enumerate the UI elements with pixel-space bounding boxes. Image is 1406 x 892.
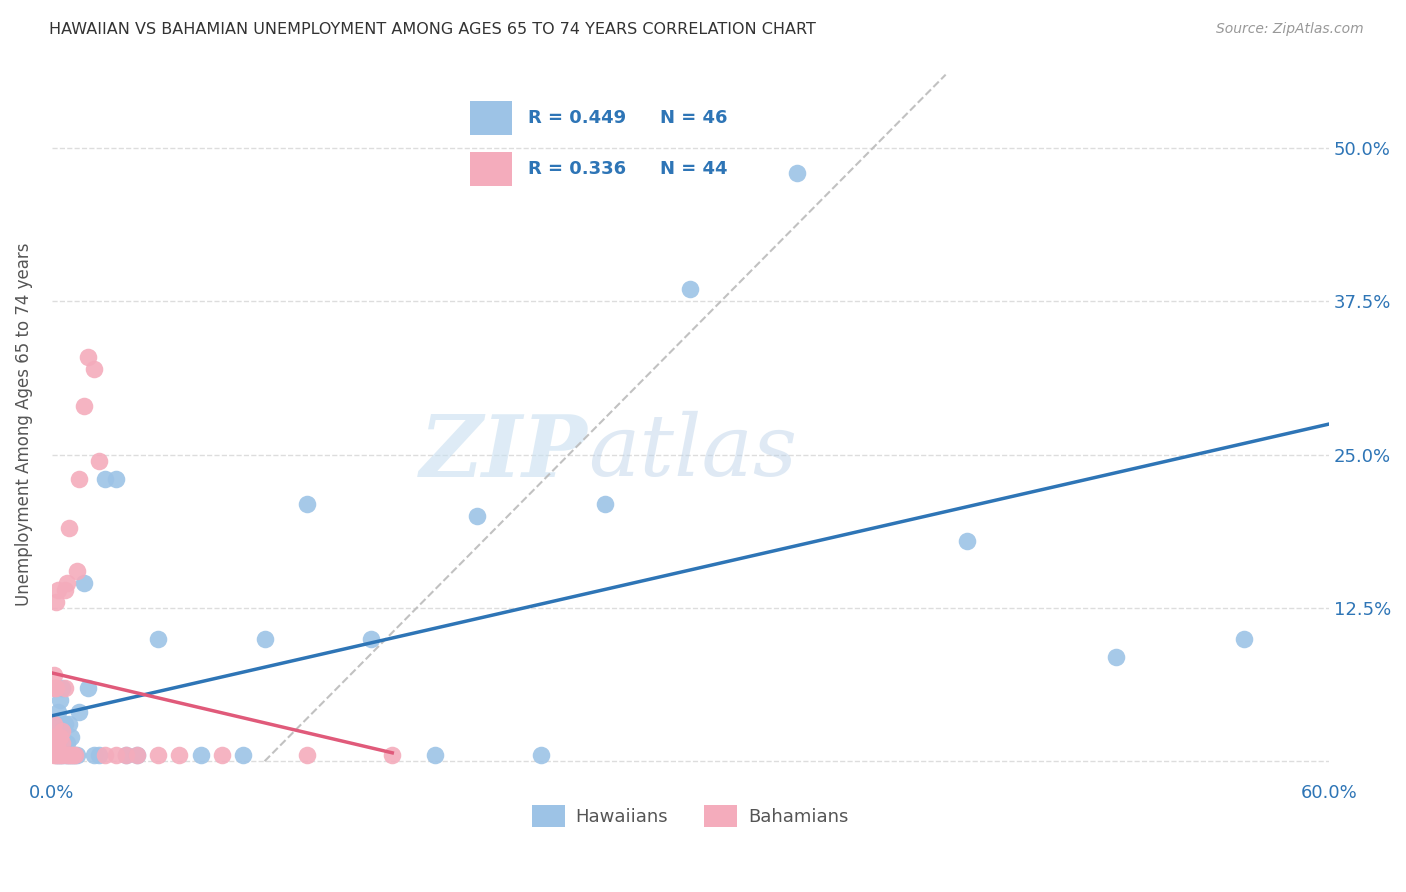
- Point: [59, 748, 82, 763]
- Point: [94, 748, 117, 763]
- Point: [58, 748, 80, 763]
- Point: [53, 582, 76, 597]
- Point: [42, 748, 65, 763]
- Point: [66, 564, 89, 578]
- Point: [45, 736, 67, 750]
- Text: ZIP: ZIP: [420, 410, 588, 494]
- Point: [253, 632, 276, 646]
- Point: [46, 742, 69, 756]
- Point: [45, 748, 67, 763]
- Point: [146, 632, 169, 646]
- Point: [46, 748, 69, 763]
- Point: [51, 681, 73, 695]
- Point: [49, 748, 72, 763]
- Point: [73, 576, 96, 591]
- Point: [530, 748, 553, 763]
- Point: [295, 748, 318, 763]
- Point: [42, 742, 65, 756]
- Point: [115, 748, 138, 763]
- Point: [42, 730, 65, 744]
- Point: [190, 748, 212, 763]
- Point: [125, 748, 148, 763]
- Point: [49, 693, 72, 707]
- Text: Source: ZipAtlas.com: Source: ZipAtlas.com: [1216, 22, 1364, 37]
- Point: [58, 717, 80, 731]
- Point: [67, 705, 90, 719]
- Point: [423, 748, 446, 763]
- Point: [62, 748, 84, 763]
- Point: [49, 730, 72, 744]
- Point: [46, 742, 69, 756]
- Point: [51, 736, 73, 750]
- Point: [51, 742, 73, 756]
- Point: [59, 748, 82, 763]
- Point: [58, 748, 80, 763]
- Point: [211, 748, 233, 763]
- Point: [73, 399, 96, 413]
- Point: [77, 681, 100, 695]
- Point: [46, 730, 69, 744]
- Point: [63, 748, 86, 763]
- Point: [467, 508, 489, 523]
- Point: [104, 748, 127, 763]
- Point: [42, 668, 65, 682]
- Point: [49, 748, 72, 763]
- Point: [55, 748, 77, 763]
- Point: [55, 748, 77, 763]
- Point: [104, 472, 127, 486]
- Point: [1233, 632, 1256, 646]
- Point: [53, 717, 76, 731]
- Point: [46, 748, 69, 763]
- Point: [42, 717, 65, 731]
- Point: [1105, 650, 1128, 665]
- Point: [956, 533, 979, 548]
- Y-axis label: Unemployment Among Ages 65 to 74 years: Unemployment Among Ages 65 to 74 years: [15, 243, 32, 606]
- Point: [46, 582, 69, 597]
- Point: [55, 576, 77, 591]
- Point: [58, 521, 80, 535]
- Text: atlas: atlas: [588, 411, 797, 494]
- Point: [786, 166, 808, 180]
- Point: [360, 632, 382, 646]
- Text: HAWAIIAN VS BAHAMIAN UNEMPLOYMENT AMONG AGES 65 TO 74 YEARS CORRELATION CHART: HAWAIIAN VS BAHAMIAN UNEMPLOYMENT AMONG …: [49, 22, 815, 37]
- Point: [45, 681, 67, 695]
- Point: [83, 748, 105, 763]
- Point: [45, 748, 67, 763]
- Point: [42, 681, 65, 695]
- Point: [169, 748, 191, 763]
- Point: [115, 748, 138, 763]
- Point: [87, 748, 110, 763]
- Point: [51, 723, 73, 738]
- Point: [45, 742, 67, 756]
- Point: [42, 730, 65, 744]
- Point: [63, 748, 86, 763]
- Point: [94, 472, 117, 486]
- Point: [146, 748, 169, 763]
- Point: [679, 282, 702, 296]
- Legend: Hawaiians, Bahamians: Hawaiians, Bahamians: [526, 798, 855, 835]
- Point: [83, 362, 105, 376]
- Point: [62, 748, 84, 763]
- Point: [77, 350, 100, 364]
- Point: [232, 748, 254, 763]
- Point: [87, 454, 110, 468]
- Point: [53, 681, 76, 695]
- Point: [295, 497, 318, 511]
- Point: [67, 472, 90, 486]
- Point: [45, 717, 67, 731]
- Point: [46, 705, 69, 719]
- Point: [51, 748, 73, 763]
- Point: [53, 748, 76, 763]
- Point: [45, 595, 67, 609]
- Point: [59, 730, 82, 744]
- Point: [125, 748, 148, 763]
- Point: [55, 736, 77, 750]
- Point: [66, 748, 89, 763]
- Point: [381, 748, 404, 763]
- Point: [51, 748, 73, 763]
- Point: [593, 497, 616, 511]
